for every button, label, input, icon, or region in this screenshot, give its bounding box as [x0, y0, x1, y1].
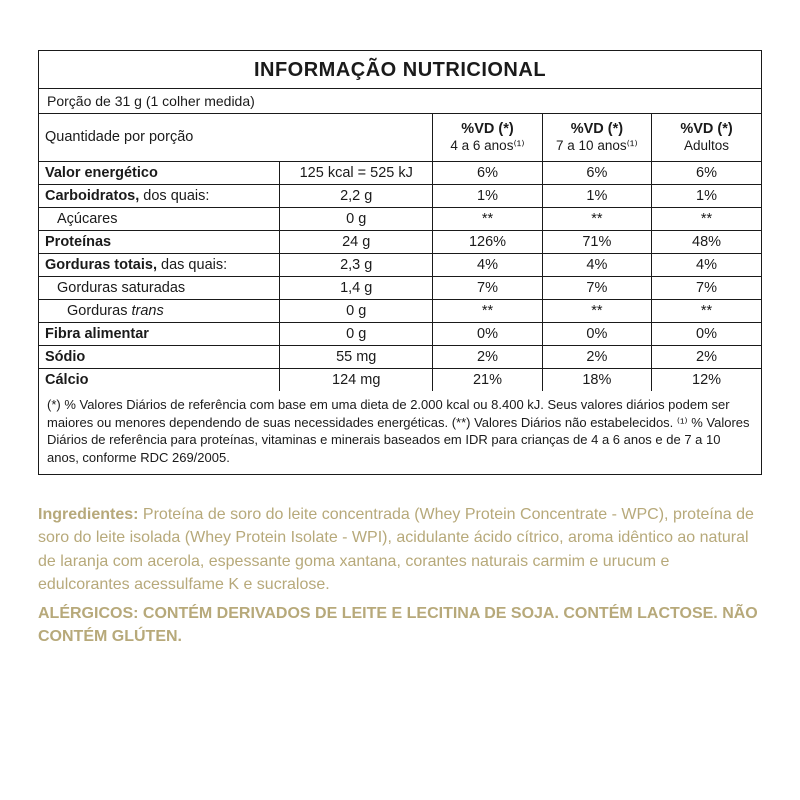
- nutrition-panel: INFORMAÇÃO NUTRICIONAL Porção de 31 g (1…: [38, 50, 762, 475]
- row-dv: **: [542, 208, 651, 231]
- nutrition-table: Quantidade por porção %VD (*) 4 a 6 anos…: [39, 114, 761, 391]
- row-label: Valor energético: [39, 162, 280, 185]
- panel-title: INFORMAÇÃO NUTRICIONAL: [39, 51, 761, 89]
- row-dv: 2%: [433, 346, 542, 369]
- row-dv: 2%: [542, 346, 651, 369]
- row-label: Sódio: [39, 346, 280, 369]
- row-dv: 18%: [542, 369, 651, 392]
- row-amount: 0 g: [280, 300, 433, 323]
- row-dv: 1%: [542, 185, 651, 208]
- col-header-1: %VD (*) 7 a 10 anos⁽¹⁾: [542, 114, 651, 162]
- table-row: Gorduras saturadas1,4 g7%7%7%: [39, 277, 761, 300]
- row-dv: 2%: [652, 346, 761, 369]
- row-dv: 6%: [652, 162, 761, 185]
- row-amount: 55 mg: [280, 346, 433, 369]
- row-dv: **: [652, 208, 761, 231]
- row-dv: 0%: [652, 323, 761, 346]
- row-label: Proteínas: [39, 231, 280, 254]
- table-row: Gorduras totais, das quais:2,3 g4%4%4%: [39, 254, 761, 277]
- serving-size: Porção de 31 g (1 colher medida): [39, 89, 761, 114]
- row-dv: 21%: [433, 369, 542, 392]
- row-dv: 6%: [433, 162, 542, 185]
- ingredients-header: Ingredientes:: [38, 506, 138, 523]
- ingredients-text: Proteína de soro do leite concentrada (W…: [38, 506, 754, 593]
- row-dv: 1%: [652, 185, 761, 208]
- row-amount: 125 kcal = 525 kJ: [280, 162, 433, 185]
- row-label: Carboidratos, dos quais:: [39, 185, 280, 208]
- row-label: Açúcares: [39, 208, 280, 231]
- row-dv: **: [652, 300, 761, 323]
- row-dv: 71%: [542, 231, 651, 254]
- footnote: (*) % Valores Diários de referência com …: [39, 391, 761, 474]
- row-dv: 4%: [433, 254, 542, 277]
- row-dv: **: [433, 300, 542, 323]
- table-row: Proteínas24 g126%71%48%: [39, 231, 761, 254]
- row-amount: 2,2 g: [280, 185, 433, 208]
- row-dv: 4%: [652, 254, 761, 277]
- col-header-0: %VD (*) 4 a 6 anos⁽¹⁾: [433, 114, 542, 162]
- row-label: Gorduras saturadas: [39, 277, 280, 300]
- row-amount: 124 mg: [280, 369, 433, 392]
- row-label: Fibra alimentar: [39, 323, 280, 346]
- table-row: Valor energético125 kcal = 525 kJ6%6%6%: [39, 162, 761, 185]
- row-amount: 24 g: [280, 231, 433, 254]
- table-row: Carboidratos, dos quais:2,2 g1%1%1%: [39, 185, 761, 208]
- row-dv: 0%: [542, 323, 651, 346]
- table-row: Açúcares0 g******: [39, 208, 761, 231]
- row-amount: 2,3 g: [280, 254, 433, 277]
- allergen-block: ALÉRGICOS: CONTÉM DERIVADOS DE LEITE E L…: [38, 602, 762, 648]
- row-label: Cálcio: [39, 369, 280, 392]
- table-row: Sódio55 mg2%2%2%: [39, 346, 761, 369]
- col-header-2: %VD (*) Adultos: [652, 114, 761, 162]
- row-dv: 48%: [652, 231, 761, 254]
- row-dv: 6%: [542, 162, 651, 185]
- table-row: Cálcio124 mg21%18%12%: [39, 369, 761, 392]
- row-amount: 0 g: [280, 323, 433, 346]
- row-amount: 1,4 g: [280, 277, 433, 300]
- row-dv: 1%: [433, 185, 542, 208]
- row-dv: 7%: [542, 277, 651, 300]
- row-dv: 7%: [433, 277, 542, 300]
- row-dv: 7%: [652, 277, 761, 300]
- row-dv: 12%: [652, 369, 761, 392]
- row-label: Gorduras totais, das quais:: [39, 254, 280, 277]
- table-row: Gorduras trans0 g******: [39, 300, 761, 323]
- row-dv: **: [542, 300, 651, 323]
- table-row: Fibra alimentar0 g0%0%0%: [39, 323, 761, 346]
- row-label: Gorduras trans: [39, 300, 280, 323]
- qpp-header: Quantidade por porção: [39, 114, 433, 162]
- row-dv: **: [433, 208, 542, 231]
- row-amount: 0 g: [280, 208, 433, 231]
- table-header-row: Quantidade por porção %VD (*) 4 a 6 anos…: [39, 114, 761, 162]
- row-dv: 126%: [433, 231, 542, 254]
- row-dv: 0%: [433, 323, 542, 346]
- ingredients-block: Ingredientes: Proteína de soro do leite …: [38, 503, 762, 596]
- row-dv: 4%: [542, 254, 651, 277]
